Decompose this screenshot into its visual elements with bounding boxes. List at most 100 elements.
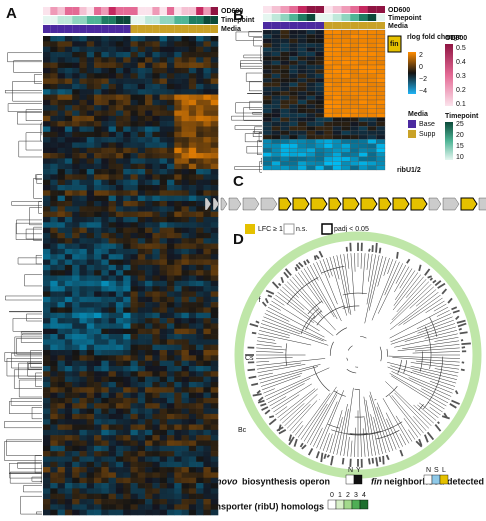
heat-cell [188,344,197,351]
heat-cell [130,126,139,133]
heat-cell [123,169,131,175]
heat-cell [203,62,212,69]
heat-cell [203,147,212,154]
heat-cell [145,286,153,292]
heat-cell [130,483,139,489]
heat-cell [210,499,219,505]
tree-branch [319,260,338,305]
heat-cell [367,134,377,140]
heat-cell [358,104,368,109]
heat-cell [210,318,219,324]
ring-tick [247,368,256,372]
heat-cell [203,435,212,441]
ring-tick [295,263,301,270]
heat-cell [86,131,95,138]
heat-cell [115,254,124,260]
heat-cell [262,42,272,48]
heat-cell [43,307,51,314]
heat-cell [64,232,73,239]
od-cell [196,7,204,15]
heat-cell [174,387,182,393]
tree-arc [360,335,367,339]
heat-cell [108,142,117,149]
time-cell [188,16,197,24]
heat-cell [108,424,117,431]
heat-cell [137,509,146,516]
ring-tick [264,297,269,304]
heat-cell [123,461,131,468]
heat-cell [349,112,360,118]
heat-cell [174,248,182,255]
tree-branch [408,429,416,440]
heat-cell [43,62,51,69]
heat-cell [288,156,299,162]
heat-cell [262,117,272,123]
heat-cell [101,211,109,218]
heat-cell [123,121,131,127]
heat-cell [57,190,66,196]
heat-cell [86,456,95,463]
heat-cell [145,36,153,42]
heat-cell [72,83,80,90]
heat-cell [315,38,325,44]
ring-tick [368,248,371,252]
heat-cell [43,429,51,436]
heat-cell [50,163,58,170]
heat-cell [203,334,212,340]
heat-cell [86,227,95,234]
heat-cell [210,126,219,133]
heat-cell [123,296,131,303]
heat-cell [159,339,168,345]
heat-cell [57,147,66,154]
heat-cell [115,190,124,196]
heat-cell [94,248,102,255]
time-cell [166,16,175,24]
heat-cell [306,69,316,74]
media-cell [306,22,316,29]
heat-cell [174,365,182,372]
panel-label: A [6,5,17,22]
tree-branch [364,255,380,324]
tree-branch [393,272,419,306]
dendrogram-branch [6,358,42,377]
heat-cell [188,413,197,420]
heat-cell [50,158,58,165]
tree-arc [374,399,377,401]
heat-cell [297,82,307,88]
heat-cell [188,179,197,186]
heat-cell [86,264,95,271]
heat-cell [86,259,95,266]
heat-cell [271,95,281,101]
heat-cell [152,429,160,436]
heat-cell [358,60,368,66]
heat-cell [43,73,51,79]
heat-cell [50,408,58,415]
heat-cell [50,185,58,191]
heat-cell [145,94,153,101]
heat-cell [280,91,290,96]
heat-cell [123,365,131,372]
od-cell [280,6,290,13]
heat-cell [130,275,139,282]
heat-cell [94,355,102,361]
heat-cell [203,190,212,196]
heat-cell [358,152,368,158]
heat-cell [159,195,168,202]
heat-cell [79,275,88,282]
heat-cell [174,153,182,159]
heat-cell [137,190,146,196]
time-cell [115,16,124,24]
heat-cell [57,504,66,510]
heat-cell [152,158,160,165]
heat-cell [210,153,219,159]
heat-cell [72,137,80,143]
heat-cell [94,185,102,191]
heat-cell [79,259,88,266]
heat-cell [57,36,66,42]
legend-swatch [335,499,345,510]
tree-branch [392,357,460,363]
heat-cell [108,73,117,79]
ring-tick [458,327,463,331]
heat-cell [145,424,153,431]
heat-cell [79,435,88,441]
